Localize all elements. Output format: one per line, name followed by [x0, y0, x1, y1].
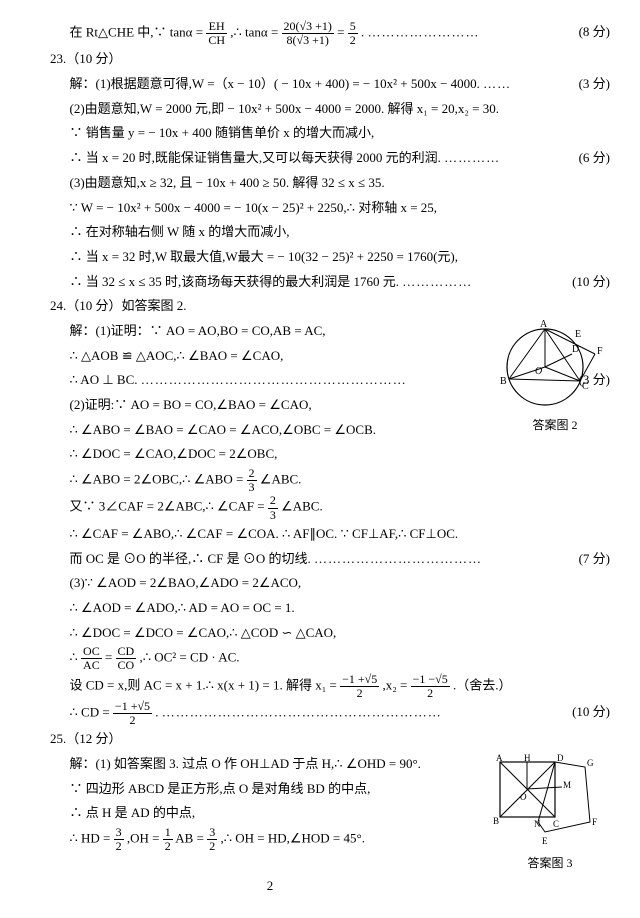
q24-l14: ∴ OCAC = CDCO ,∴ OC² = CD · AC.: [50, 645, 610, 672]
q24-l8: 又∵ 3∠CAF = 2∠ABC,∴ ∠CAF = 23 ∠ABC.: [50, 494, 610, 521]
q23-l4: ∴ 当 x = 20 时,既能保证销售量大,又可以每天获得 2000 元的利润.…: [50, 146, 610, 171]
q23-l1: 解：(1)根据题意可得,W =（x − 10）( − 10x + 400) = …: [50, 72, 610, 97]
q25-l3: ∴ 点 H 是 AD 的中点,: [50, 801, 610, 826]
q23-l6: ∵ W = − 10x² + 500x − 4000 = − 10(x − 25…: [50, 196, 610, 221]
q24-header: 24.（10 分）如答案图 2.: [50, 294, 610, 319]
q24-l3: ∴ AO ⊥ BC. ………………………………………………… (3 分): [50, 368, 610, 393]
q24-l5: ∴ ∠ABO = ∠BAO = ∠CAO = ∠ACO,∠OBC = ∠OCB.: [50, 418, 610, 443]
q25-header: 25.（12 分）: [50, 727, 610, 752]
frac: EHCH: [206, 20, 227, 47]
q23-l8: ∴ 当 x = 32 时,W 取最大值,W最大 = − 10(32 − 25)²…: [50, 245, 610, 270]
q24-l7: ∴ ∠ABO = 2∠OBC,∴ ∠ABO = 23 ∠ABC.: [50, 467, 610, 494]
frac: 20(√3 +1)8(√3 +1): [282, 20, 334, 47]
q24-l12: ∴ ∠AOD = ∠ADO,∴ AD = AO = OC = 1.: [50, 596, 610, 621]
frac: 52: [348, 20, 358, 47]
q23-header: 23.（10 分）: [50, 47, 610, 72]
page-number: 2: [50, 874, 610, 899]
fig3-caption: 答案图 3: [490, 852, 610, 875]
q23-l2: (2)由题意知,W = 2000 元,即 − 10x² + 500x − 400…: [50, 97, 610, 122]
q24-l16: ∴ CD = −1 +√52 . …………………………………………………… (1…: [50, 700, 610, 727]
t: 在 Rt△CHE 中,∵ tanα =: [70, 25, 204, 40]
q23-l9: ∴ 当 32 ≤ x ≤ 35 时,该商场每天获得的最大利润是 1760 元. …: [50, 270, 610, 295]
q24-l6: ∴ ∠DOC = ∠CAO,∠DOC = 2∠OBC,: [50, 442, 610, 467]
q25-l2: ∵ 四边形 ABCD 是正方形,点 O 是对角线 BD 的中点,: [50, 777, 610, 802]
q24-l10: 而 OC 是 ⊙O 的半径,∴ CF 是 ⊙O 的切线. ………………………………: [50, 547, 610, 572]
q23-l3: ∵ 销售量 y = − 10x + 400 随销售单价 x 的增大而减小,: [50, 121, 610, 146]
points: (8 分): [579, 20, 610, 45]
q24-l1: 解：(1)证明：∵ AO = AO,BO = CO,AB = AC,: [50, 319, 610, 344]
q23-l5: (3)由题意知,x ≥ 32, 且 − 10x + 400 ≥ 50. 解得 3…: [50, 171, 610, 196]
q25-l4: ∴ HD = 32 ,OH = 12 AB = 32 ,∴ OH = HD,∠H…: [50, 826, 610, 853]
q23-l7: ∴ 在对称轴右侧 W 随 x 的增大而减小,: [50, 220, 610, 245]
q24-l2: ∴ △AOB ≌ △AOC,∴ ∠BAO = ∠CAO,: [50, 344, 610, 369]
q24-l11: (3)∵ ∠AOD = 2∠BAO,∠ADO = 2∠ACO,: [50, 571, 610, 596]
q25-l1: 解：(1) 如答案图 3. 过点 O 作 OH⊥AD 于点 H,∴ ∠OHD =…: [50, 752, 610, 777]
q22-line: 在 Rt△CHE 中,∵ tanα = EHCH ,∴ tanα = 20(√3…: [50, 20, 610, 47]
q24-l15: 设 CD = x,则 AC = x + 1.∴ x(x + 1) = 1. 解得…: [50, 673, 610, 700]
q24-l9: ∴ ∠CAF = ∠ABO,∴ ∠CAF = ∠COA. ∴ AF∥OC. ∵ …: [50, 522, 610, 547]
q24-l13: ∴ ∠DOC = ∠DCO = ∠CAO,∴ △COD ∽ △CAO,: [50, 621, 610, 646]
q24-l4: (2)证明:∵ AO = BO = CO,∠BAO = ∠CAO,: [50, 393, 610, 418]
